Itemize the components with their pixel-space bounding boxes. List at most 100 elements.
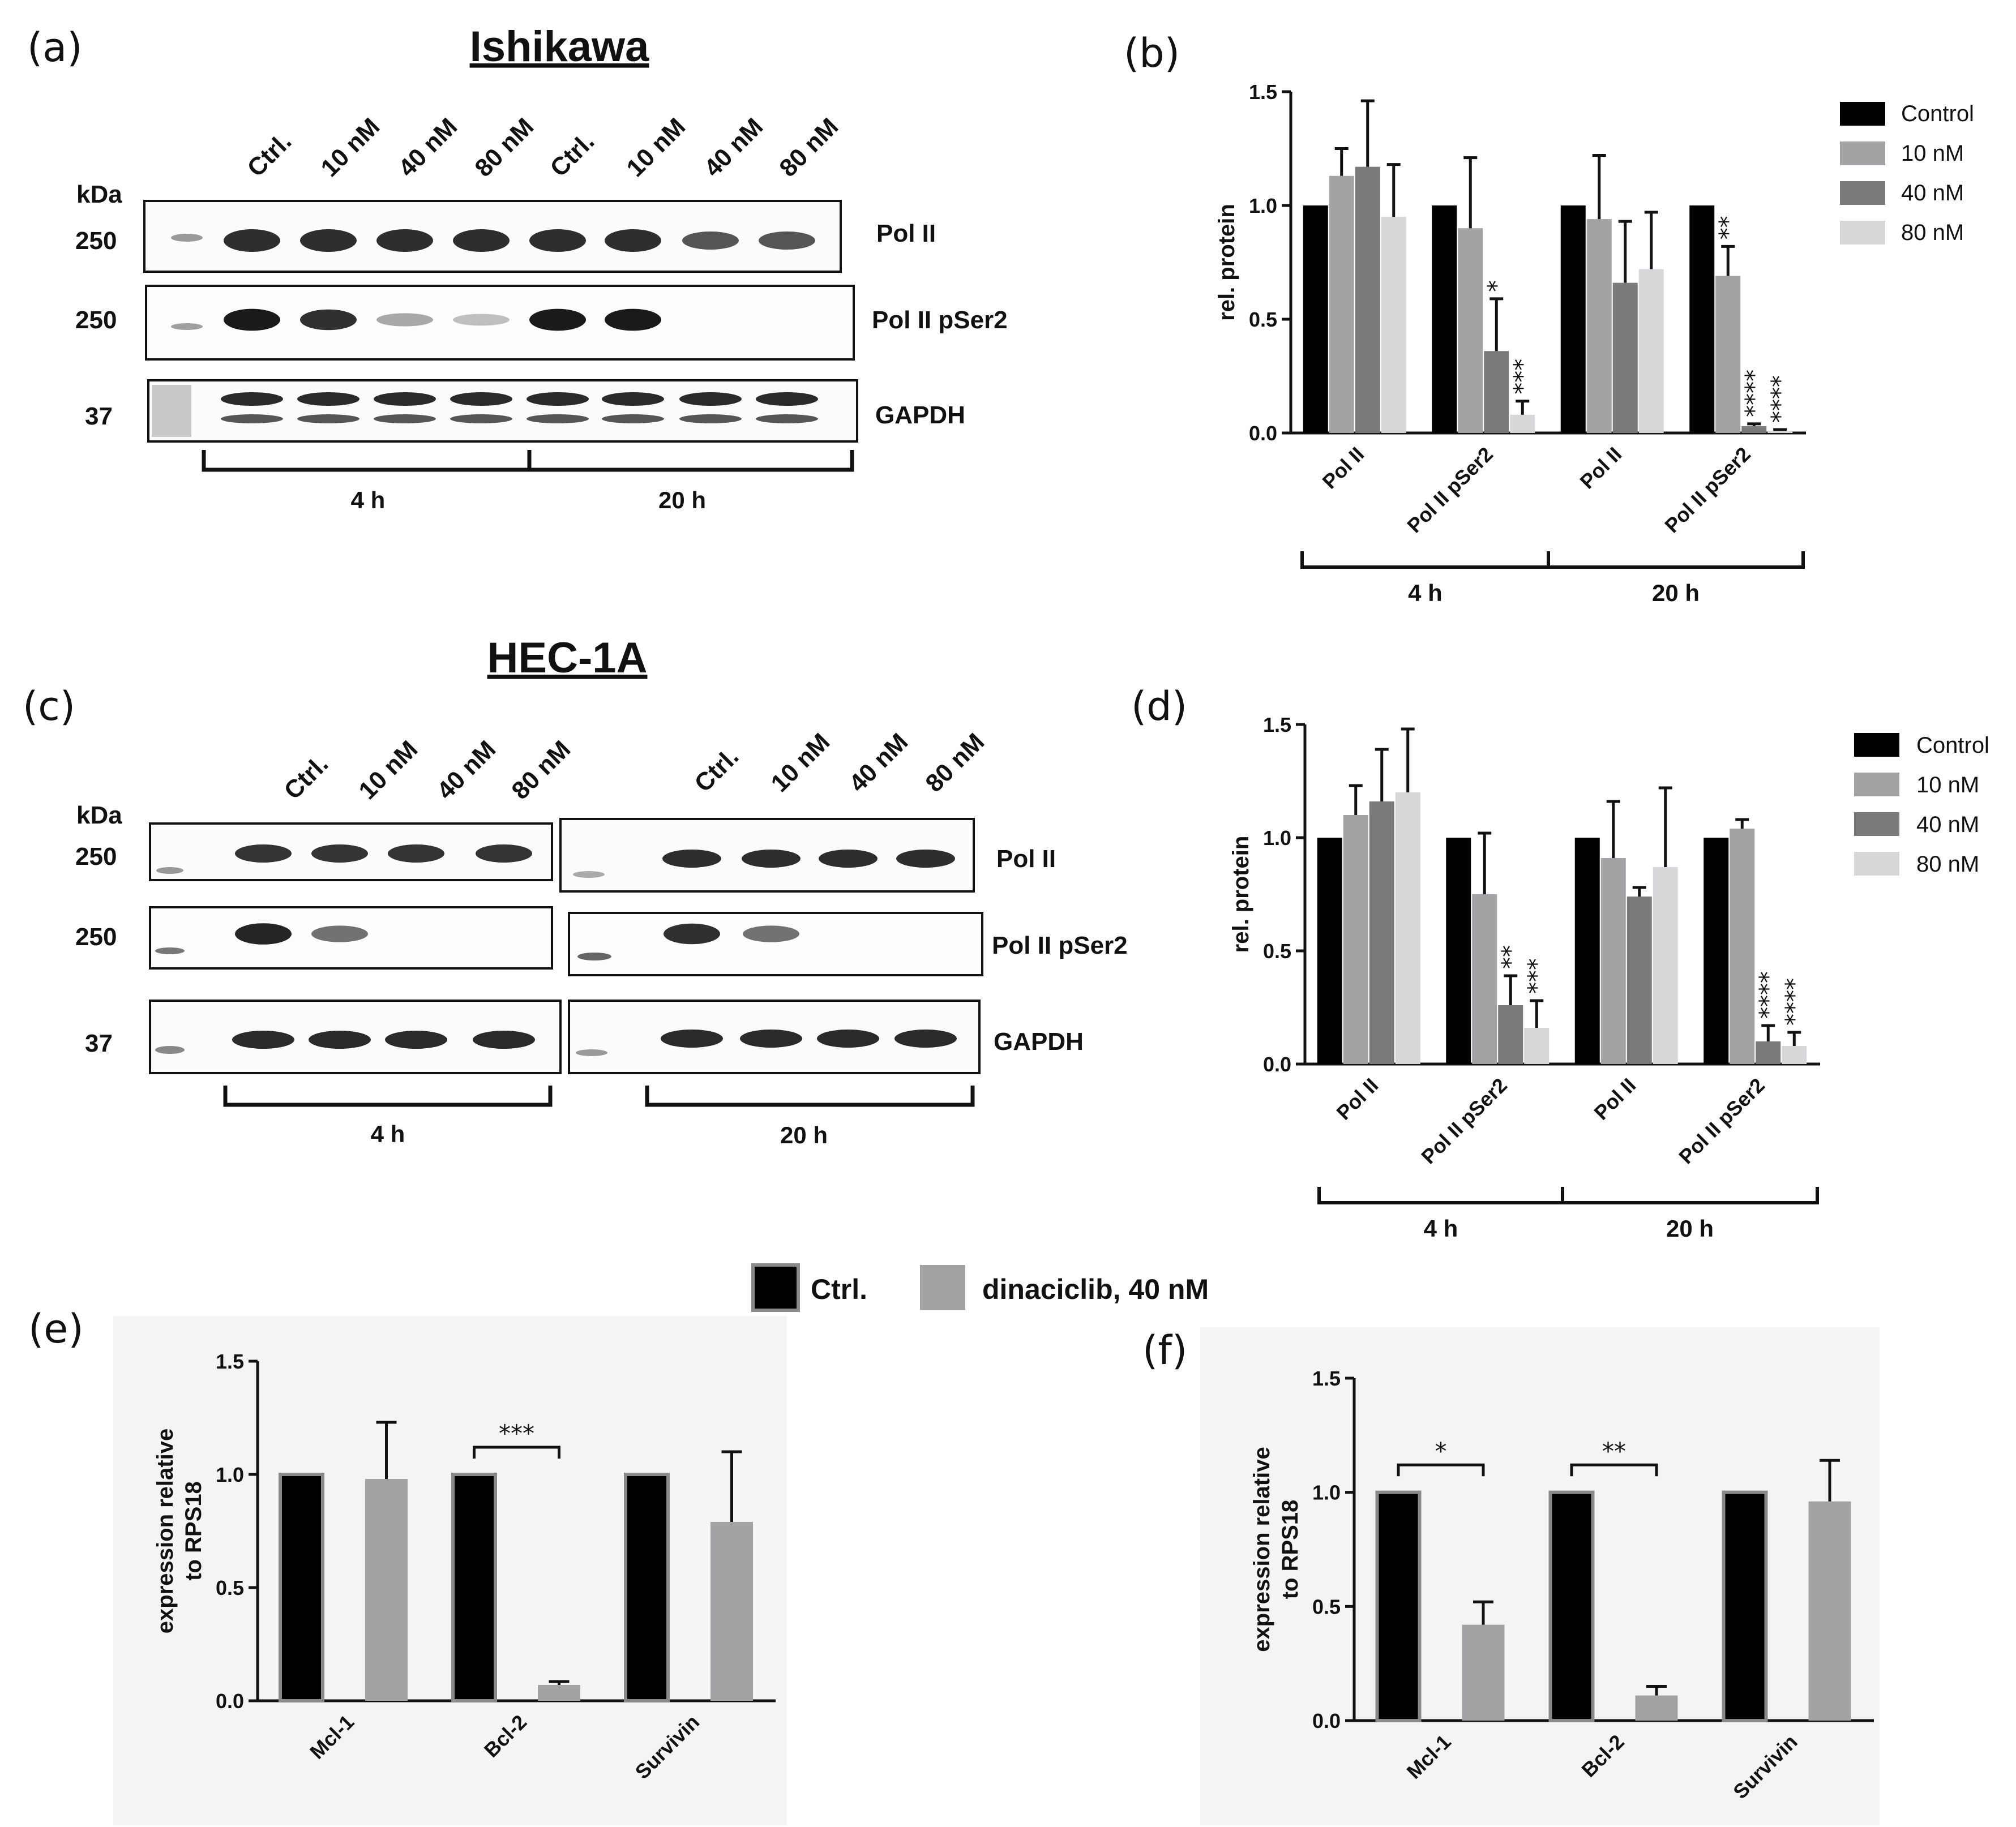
bar [1395, 792, 1420, 1064]
bar [1375, 1490, 1422, 1723]
legend-swatch [1840, 102, 1885, 126]
panel-label-f: (f) [1142, 1327, 1187, 1374]
lane-label: Ctrl. [689, 743, 744, 797]
band [374, 392, 436, 406]
legend-label: 40 nM [1901, 181, 1964, 205]
x-category-label: Pol II [1332, 1074, 1383, 1125]
bar [1722, 1490, 1768, 1723]
band [529, 308, 586, 331]
legend-swatch [1840, 181, 1885, 205]
bar [1524, 1028, 1550, 1064]
row-label: Pol II [996, 845, 1056, 873]
band [311, 925, 368, 942]
significance-bracket [473, 1446, 560, 1459]
band [152, 385, 191, 437]
band [662, 850, 721, 868]
band [743, 925, 799, 942]
kda-header: kDa [76, 801, 122, 829]
lane-label: Ctrl. [279, 750, 333, 805]
bar [365, 1479, 408, 1701]
bar [1432, 205, 1457, 433]
y-axis-label: to RPS18 [181, 1481, 206, 1581]
time-bracket [223, 1086, 553, 1107]
panel-label-d: (d) [1131, 683, 1187, 730]
row-label: Pol II pSer2 [872, 306, 1008, 334]
band [388, 844, 444, 863]
band [661, 1030, 723, 1048]
significance-label: *** [1522, 958, 1550, 994]
band [385, 1031, 447, 1049]
legend-d: Control 10 nM 40 nM 80 nM [1854, 733, 1989, 877]
band [171, 323, 203, 330]
x-category-label: Pol II [1576, 443, 1627, 494]
band [453, 229, 510, 252]
band [602, 392, 664, 406]
lane-label: 40 nM [844, 728, 913, 797]
legend-swatch [751, 1263, 800, 1312]
legend-label: Control [1916, 733, 1989, 758]
bar [1730, 829, 1755, 1064]
x-category-label: Pol II [1318, 443, 1369, 494]
legend-swatch [1854, 733, 1899, 757]
bar [451, 1473, 497, 1702]
bar [1462, 1624, 1505, 1721]
y-tick-label: 0.0 [1249, 422, 1277, 445]
y-tick-label: 1.5 [1263, 713, 1291, 736]
legend-swatch [1840, 141, 1885, 165]
significance-label: * [1482, 280, 1510, 292]
band [450, 392, 512, 406]
band [527, 392, 589, 406]
bar [1381, 217, 1406, 433]
lane-label: 10 nM [353, 735, 423, 805]
bar [1510, 414, 1535, 433]
y-tick-label: 1.0 [1263, 826, 1291, 850]
bar [1446, 838, 1471, 1064]
band [221, 392, 283, 406]
group-label: 4 h [1424, 1215, 1458, 1242]
y-tick-label: 1.0 [1249, 194, 1277, 217]
lane-labels-a: Ctrl. 10 nM 40 nM 80 nM Ctrl. 10 nM 40 n… [242, 113, 844, 182]
bar [1472, 894, 1497, 1064]
band [759, 231, 815, 250]
band [896, 850, 955, 868]
row-label: Pol II pSer2 [992, 932, 1128, 959]
legend-label: 40 nM [1916, 812, 1979, 837]
y-tick-label: 1.0 [1312, 1481, 1341, 1504]
legend-label: Ctrl. [811, 1273, 867, 1305]
membrane-pser2-right [568, 912, 983, 976]
bar [1638, 269, 1664, 433]
panel-label-c: (c) [23, 683, 75, 730]
lane-label: Ctrl. [242, 127, 297, 182]
bar [1689, 205, 1715, 433]
band [297, 392, 359, 406]
significance-label: ** [1496, 945, 1524, 969]
significance-label: **** [1780, 978, 1808, 1026]
kda-header: kDa [76, 181, 122, 208]
bar [1560, 205, 1586, 433]
legend-label: 10 nM [1901, 141, 1964, 166]
y-tick-label: 1.5 [1249, 80, 1277, 104]
significance-label: *** [1508, 359, 1536, 394]
band [742, 850, 801, 868]
band [155, 1046, 185, 1054]
significance-label: ** [1714, 216, 1741, 239]
group-label: 20 h [1652, 580, 1700, 606]
significance-label: * [1435, 1437, 1447, 1465]
significance-label: *** [499, 1419, 534, 1447]
legend-b: Control 10 nM 40 nM 80 nM [1840, 101, 1974, 245]
group-bracket [1317, 1187, 1819, 1204]
lane-label: 10 nM [621, 113, 691, 182]
bar [624, 1473, 670, 1702]
legend-swatch [1854, 852, 1899, 876]
bar [1808, 1501, 1851, 1721]
group-label: 4 h [1408, 580, 1443, 606]
band [577, 953, 611, 960]
y-tick-label: 0.5 [216, 1576, 244, 1599]
bar [1369, 801, 1394, 1064]
y-tick-label: 0.5 [1312, 1595, 1341, 1618]
x-category-label: Pol II pSer2 [1674, 1074, 1769, 1169]
band [376, 313, 433, 327]
legend-label: 80 nM [1916, 852, 1979, 877]
kda-marker: 37 [85, 1030, 113, 1057]
panel-label-e: (e) [28, 1306, 84, 1352]
